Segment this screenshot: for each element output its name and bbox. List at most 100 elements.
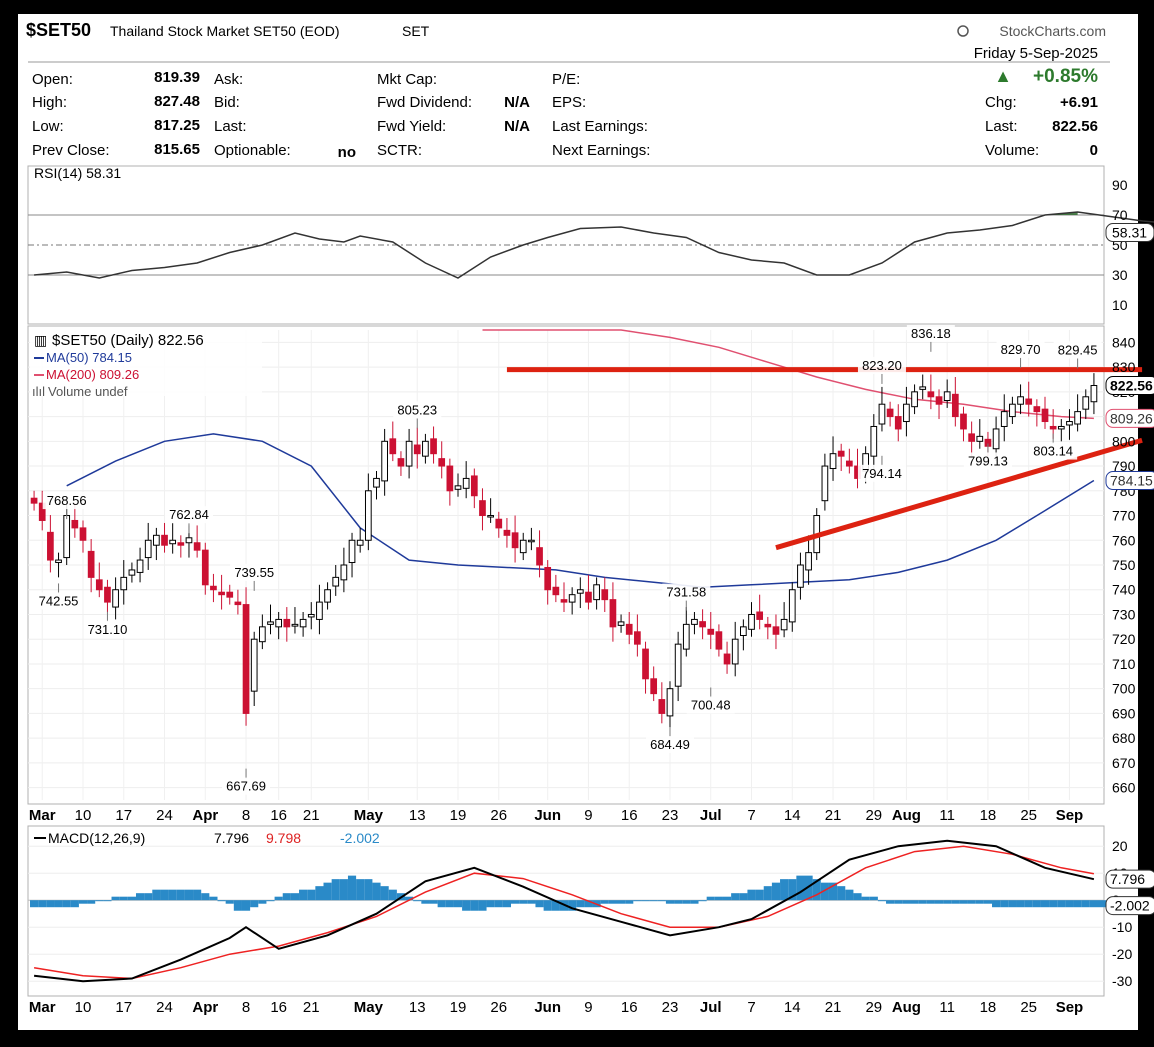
fwd-yield-label: Fwd Yield: <box>377 118 446 135</box>
macd-hist-bar <box>682 900 691 904</box>
volume-legend: Volume undef <box>48 384 128 399</box>
macd-hist-bar <box>470 900 479 911</box>
macd-hist-bar <box>209 896 218 901</box>
annotation-label: 731.10 <box>88 622 128 637</box>
exchange-label: SET <box>402 23 430 39</box>
annotation-label: 700.48 <box>691 697 731 712</box>
macd-x-label: Sep <box>1056 999 1084 1016</box>
macd-hist-bar <box>926 900 935 904</box>
macd-hist-bar <box>698 900 707 902</box>
candle-body <box>87 550 95 578</box>
candle-body <box>845 460 853 467</box>
price-tick-700: 700 <box>1112 681 1136 697</box>
candle-body <box>299 618 307 628</box>
macd-hist-bar <box>421 900 430 904</box>
macd-hist-bar <box>46 900 55 908</box>
macd-x-label: 14 <box>784 999 801 1016</box>
candle-body <box>536 547 543 566</box>
candle-body <box>291 623 299 627</box>
macd-hist-bar <box>62 900 71 908</box>
macd-hist-bar <box>282 893 291 901</box>
macd-hist-bar <box>193 889 202 901</box>
macd-x-label: Mar <box>29 999 56 1016</box>
mkt-cap-label: Mkt Cap: <box>377 71 437 88</box>
price-x-label: Jul <box>700 807 722 824</box>
candle-body <box>886 408 894 418</box>
price-x-label: Jun <box>534 807 561 824</box>
macd-hist-bar <box>1073 900 1082 908</box>
candle-body <box>210 585 217 591</box>
candle-body <box>968 433 975 442</box>
price-x-label: 23 <box>662 807 679 824</box>
macd-hist-bar <box>828 882 838 901</box>
candle-body <box>682 623 690 650</box>
macd-hist-bar <box>478 900 487 911</box>
rsi-value-tag: 58.31 <box>1105 223 1154 243</box>
price-tick-720: 720 <box>1112 631 1136 647</box>
rsi-gridlines <box>28 214 1104 276</box>
candle-body <box>748 613 755 630</box>
annotation-label: 803.14 <box>1033 444 1073 459</box>
candle-body <box>283 618 291 628</box>
annotation-label: 739.55 <box>234 565 274 580</box>
annotation-label: 731.58 <box>666 585 706 600</box>
candle-body <box>894 416 902 430</box>
macd-x-axis-labels: Mar 10 17 24 Apr 8 16 21 May 13 19 26 Jun 9 16 23 Jul 7 14… <box>29 999 1083 1016</box>
price-tag-label: 784.15 <box>1110 473 1153 489</box>
macd-hist-bar <box>1089 900 1098 908</box>
annotation-label: 836.18 <box>911 326 951 341</box>
candle-body <box>218 591 225 596</box>
macd-hist-bar <box>95 900 104 902</box>
change-arrow-icon: ▲ <box>994 66 1012 86</box>
price-x-label: 8 <box>242 807 250 824</box>
annotation-badge <box>963 452 1012 470</box>
candle-body <box>829 453 837 470</box>
macd-hist-bar <box>152 889 161 901</box>
candle-body <box>601 589 609 601</box>
quote-date: Friday 5-Sep-2025 <box>974 45 1098 62</box>
macd-x-label: 10 <box>75 999 92 1016</box>
price-tag-label: 822.56 <box>1110 378 1153 394</box>
macd-hist-bar <box>665 900 675 904</box>
macd-hist-bar <box>372 882 381 901</box>
macd-x-label: 29 <box>865 999 882 1016</box>
price-x-axis-labels: Mar 10 17 24 Apr 8 16 21 May 13 19 26 Jun 9 16 23 Jul 7 14… <box>29 807 1083 824</box>
macd-tick--10: -10 <box>1112 919 1132 935</box>
macd-x-label: 13 <box>409 999 426 1016</box>
candle-body <box>552 586 560 596</box>
price-panel: 768.56 742.55 731.10 762.84 739.55 667.69 805.… <box>27 324 1154 824</box>
macd-hist-bar <box>584 900 593 908</box>
candle-body <box>797 564 804 588</box>
candle-body <box>740 626 747 636</box>
macd-hist-bar <box>1032 900 1041 908</box>
volume-label: Volume: <box>985 142 1039 159</box>
macd-hist-bar <box>1057 900 1066 908</box>
candle-body <box>79 527 87 541</box>
macd-hist-bar <box>820 882 829 901</box>
candle-body <box>397 458 405 467</box>
price-x-label: 11 <box>939 807 955 824</box>
macd-x-label: 7 <box>747 999 755 1016</box>
macd-x-label: 17 <box>115 999 132 1016</box>
candle-body <box>487 515 494 518</box>
candle-body <box>943 391 951 401</box>
macd-x-label: 18 <box>980 999 997 1016</box>
candle-body <box>642 648 649 680</box>
candle-body <box>756 611 764 620</box>
symbol-title: $SET50 <box>26 20 91 40</box>
candle-body <box>731 638 739 665</box>
price-x-label: 10 <box>75 807 92 824</box>
annotation-badge <box>42 492 91 510</box>
macd-hist-bar <box>967 900 976 904</box>
annotation-label: 823.20 <box>862 358 902 373</box>
macd-hist-bar <box>502 900 512 908</box>
price-tag-badge <box>1105 408 1154 428</box>
candle-body <box>307 613 315 618</box>
macd-hist-bar <box>641 900 650 902</box>
annotation-badge <box>662 583 711 601</box>
rsi-tick-30: 30 <box>1112 267 1128 283</box>
candle-body <box>927 391 935 398</box>
low-value: 817.25 <box>154 117 200 134</box>
macd-hist-bar <box>30 900 39 908</box>
annotation-label: 805.23 <box>397 402 437 417</box>
